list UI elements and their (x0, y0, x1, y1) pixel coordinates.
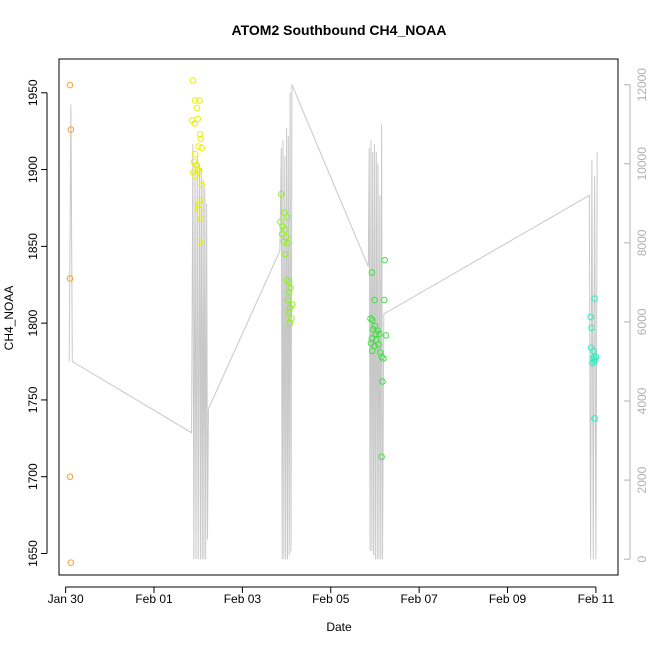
data-point (191, 120, 198, 127)
y2-tick-label: 4000 (635, 387, 649, 414)
data-point (367, 315, 374, 322)
x-tick-label: Feb 11 (578, 592, 615, 606)
y2-tick-label: 6000 (635, 308, 649, 335)
data-point (380, 296, 388, 304)
data-point (377, 349, 384, 356)
data-point (197, 215, 205, 222)
y2-tick-label: 8000 (635, 229, 649, 256)
x-axis-label: Date (326, 620, 352, 634)
x-tick-label: Feb 07 (400, 592, 438, 606)
data-point (591, 415, 598, 422)
data-point (380, 355, 387, 362)
data-point (198, 181, 205, 189)
data-point (590, 353, 598, 361)
data-point (196, 131, 204, 138)
altitude-line (68, 84, 598, 560)
data-point (284, 240, 291, 247)
data-point (196, 97, 203, 104)
data-point (587, 313, 594, 321)
data-point (286, 319, 294, 327)
data-point (382, 332, 390, 339)
data-point (283, 213, 291, 221)
data-point (195, 201, 202, 209)
data-point (192, 172, 199, 179)
y2-tick-label: 12000 (635, 68, 649, 102)
data-point (198, 144, 205, 152)
data-point (278, 190, 285, 198)
data-point (378, 353, 385, 361)
y2-tick-label: 10000 (635, 147, 649, 181)
data-point (193, 104, 201, 112)
data-point (194, 115, 202, 123)
x-tick-label: Feb 03 (224, 592, 262, 606)
data-point (369, 316, 376, 324)
x-tick-label: Feb 05 (312, 592, 350, 606)
x-tick-label: Feb 01 (135, 592, 173, 606)
data-point (286, 304, 294, 312)
data-point (368, 269, 376, 276)
data-point (379, 378, 386, 385)
data-point (591, 295, 598, 302)
y-tick-label: 1750 (26, 386, 40, 413)
data-point (588, 324, 595, 332)
data-point (67, 126, 75, 133)
data-point (590, 358, 598, 365)
data-point (285, 309, 293, 316)
data-point (196, 197, 204, 204)
axes-layer: Jan 30 Feb 01 Feb 03 Feb 05 Feb 07 Feb 09 Feb … (26, 68, 649, 606)
x-tick-label: Feb 09 (489, 592, 527, 606)
y-tick-label: 1800 (26, 309, 40, 336)
data-point (590, 347, 597, 355)
data-point (191, 150, 199, 158)
chart-title: ATOM2 Southbound CH4_NOAA (232, 22, 447, 38)
data-point (66, 473, 74, 481)
data-point (369, 347, 376, 355)
y-axis-label: CH4_NOAA (2, 286, 16, 351)
data-point (194, 166, 202, 173)
data-point (381, 256, 389, 264)
data-point (284, 296, 292, 304)
data-point (285, 289, 293, 296)
data-points-layer (66, 77, 600, 567)
data-point (195, 206, 203, 213)
data-point (287, 284, 294, 292)
y-tick-label: 1650 (26, 540, 40, 567)
data-point (195, 167, 203, 175)
x-tick-label: Jan 30 (48, 592, 84, 606)
data-point (195, 143, 202, 150)
data-point (282, 250, 289, 258)
y-tick-label: 1700 (26, 463, 40, 490)
data-point (189, 77, 197, 84)
data-point (285, 278, 293, 286)
data-point (282, 226, 289, 233)
data-point (368, 335, 376, 342)
y2-tick-label: 0 (635, 556, 649, 563)
plot-frame (58, 58, 619, 576)
altitude-layer (68, 84, 598, 560)
data-point (589, 359, 596, 367)
data-point (196, 238, 204, 246)
y-tick-label: 1850 (26, 233, 40, 260)
data-point (280, 238, 288, 246)
y2-tick-label: 2000 (635, 466, 649, 493)
data-point (66, 275, 74, 282)
data-point (191, 97, 199, 104)
data-point (376, 330, 383, 338)
data-point (378, 453, 385, 461)
data-point (372, 330, 380, 338)
data-point (193, 161, 200, 169)
data-point (375, 341, 382, 348)
data-point (371, 296, 378, 304)
y-tick-label: 1950 (26, 79, 40, 106)
y-tick-label: 1900 (26, 156, 40, 183)
data-point (67, 559, 75, 567)
data-point (66, 81, 74, 89)
data-point (197, 135, 205, 143)
